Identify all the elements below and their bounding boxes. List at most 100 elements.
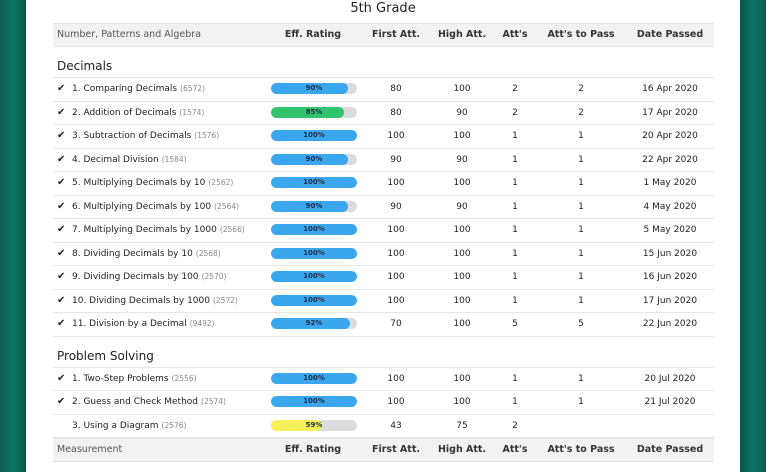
rating-bar: 90% [271, 83, 357, 94]
attempts: 2 [512, 107, 518, 118]
skill-name[interactable]: 3. Subtraction of Decimals [72, 131, 192, 141]
rating-bar: 100% [271, 294, 357, 306]
rating-bar-fill [271, 224, 357, 235]
skill-code: (2562) [208, 178, 234, 187]
rating-bar: 90% [271, 200, 357, 212]
check-icon: ✔ [57, 177, 66, 188]
skill-name[interactable]: 11. Division by a Decimal [72, 319, 187, 329]
rating-label: 100% [303, 131, 325, 139]
column-header-date: Date Passed [636, 444, 704, 455]
attempts-to-pass: 5 [578, 319, 584, 329]
check-icon: ✔ [57, 372, 66, 384]
column-header-pass: Att's to Pass [547, 29, 615, 40]
high-attempt: 100 [453, 295, 471, 306]
skill-name[interactable]: 1. Comparing Decimals [72, 84, 178, 94]
table-row[interactable]: ✔ 11. Division by a Decimal (9492) 92% 70 100… [53, 313, 714, 337]
first-attempt: 70 [390, 319, 402, 329]
skill-link[interactable]: 5. Multiplying Decimals by 10 (2562) [72, 172, 233, 195]
table-row[interactable]: ✔ 3. Subtraction of Decimals (1576) 100% 100… [53, 125, 714, 149]
skill-name[interactable]: 8. Dividing Decimals by 10 [72, 248, 193, 259]
skill-name[interactable]: 1. Two-Step Problems [72, 373, 169, 384]
date-passed: 22 Jun 2020 [642, 319, 698, 329]
attempts: 1 [512, 178, 518, 188]
skill-link[interactable]: 11. Division by a Decimal (9492) [72, 313, 215, 336]
skill-link[interactable]: 1. Two-Step Problems (2556) [72, 368, 197, 391]
attempts: 1 [512, 154, 518, 165]
table-row[interactable]: ✔ 4. Decimal Division (1584) 90% 90 90 1 1 22 Ap… [53, 149, 714, 172]
skill-name[interactable]: 9. Dividing Decimals by 100 [72, 272, 199, 282]
table-row[interactable]: ✔ 6. Multiplying Decimals by 100 (2564) 90%… [53, 196, 714, 219]
rating-label: 100% [303, 272, 325, 280]
rating-bar: 100% [271, 372, 357, 384]
skill-link[interactable]: 6. Multiplying Decimals by 100 (2564) [72, 196, 239, 219]
check-icon: ✔ [57, 271, 66, 282]
check-icon: ✔ [57, 153, 66, 165]
date-passed: 5 May 2020 [643, 225, 697, 235]
category-name: Measurement [57, 444, 123, 455]
skill-link[interactable]: 2. Guess and Check Method (2574) [72, 391, 226, 414]
rating-label: 100% [303, 397, 325, 405]
skill-name[interactable]: 7. Multiplying Decimals by 1000 [72, 225, 217, 235]
rating-bar: 100% [271, 130, 357, 141]
skill-name[interactable]: 6. Multiplying Decimals by 100 [72, 201, 212, 212]
high-attempt: 90 [456, 107, 468, 118]
rating-label: 59% [305, 420, 323, 429]
skill-name[interactable]: 2. Guess and Check Method [72, 397, 198, 407]
skill-link[interactable]: 4. Decimal Division (1584) [72, 149, 187, 172]
skill-link[interactable]: 2. Addition of Decimals (1574) [72, 102, 204, 125]
rating-label: 100% [303, 295, 325, 304]
skill-link[interactable]: 7. Multiplying Decimals by 1000 (2566) [72, 219, 245, 242]
attempts-to-pass: 1 [578, 373, 584, 384]
table-row[interactable]: ✔ 9. Dividing Decimals by 100 (2570) 100% 10… [53, 266, 714, 290]
skill-name[interactable]: 3. Using a Diagram [72, 420, 159, 431]
skill-link[interactable]: 3. Subtraction of Decimals (1576) [72, 125, 219, 148]
attempts: 1 [512, 248, 518, 259]
rating-bar-fill [271, 153, 349, 165]
table-row[interactable]: ✔ 8. Dividing Decimals by 10 (2568) 100% 100… [53, 243, 714, 266]
first-attempt: 100 [387, 397, 405, 407]
date-passed: 16 Apr 2020 [642, 84, 698, 94]
skill-name[interactable]: 4. Decimal Division [72, 154, 159, 165]
date-passed: 20 Jul 2020 [644, 373, 696, 384]
high-attempt: 100 [453, 178, 471, 188]
table-row[interactable]: 3. Using a Diagram (2576) 59% 43 75 2 [53, 415, 714, 438]
table-row[interactable]: ✔ 5. Multiplying Decimals by 10 (2562) 100%… [53, 172, 714, 196]
rating-label: 100% [303, 248, 325, 257]
skill-link[interactable]: 9. Dividing Decimals by 100 (2570) [72, 266, 226, 289]
table-row[interactable]: ✔ 2. Addition of Decimals (1574) 85% 80 90 2 2 1… [53, 102, 714, 125]
column-header-high: High Att. [437, 444, 487, 455]
check-icon: ✔ [57, 106, 66, 118]
attempts: 1 [512, 131, 518, 141]
date-passed: 21 Jul 2020 [644, 397, 696, 407]
date-passed: 17 Apr 2020 [642, 107, 698, 118]
high-attempt: 90 [456, 154, 468, 165]
table-row[interactable]: ✔ 1. Comparing Decimals (6572) 90% 80 100 2 2 16… [53, 77, 714, 102]
skill-name[interactable]: 2. Addition of Decimals [72, 107, 177, 118]
high-attempt: 90 [456, 201, 468, 212]
attempts: 1 [512, 295, 518, 306]
skill-link[interactable]: 10. Dividing Decimals by 1000 (2572) [72, 290, 238, 313]
check-icon: ✔ [57, 224, 66, 235]
column-header-att: Att's [502, 29, 528, 40]
rating-label: 100% [303, 373, 325, 382]
skill-name[interactable]: 10. Dividing Decimals by 1000 [72, 295, 210, 306]
attempts: 1 [512, 272, 518, 282]
rating-label: 90% [305, 154, 323, 163]
date-passed: 4 May 2020 [643, 201, 697, 212]
table-row[interactable]: ✔ 2. Guess and Check Method (2574) 100% 100 1… [53, 391, 714, 415]
skill-link[interactable]: 1. Comparing Decimals (6572) [72, 78, 205, 101]
section-heading: Problem Solving [53, 337, 714, 367]
table-row[interactable]: ✔ 1. Two-Step Problems (2556) 100% 100 100 1 1 2… [53, 366, 714, 391]
first-attempt: 100 [387, 295, 405, 306]
table-row[interactable]: ✔ 7. Multiplying Decimals by 1000 (2566) 10… [53, 219, 714, 243]
skill-code: (1584) [161, 154, 187, 164]
skill-link[interactable]: 8. Dividing Decimals by 10 (2568) [72, 243, 221, 266]
date-passed: 17 Jun 2020 [642, 295, 698, 306]
check-icon: ✔ [57, 130, 66, 141]
skill-name[interactable]: 5. Multiplying Decimals by 10 [72, 178, 206, 188]
high-attempt: 100 [453, 131, 471, 141]
rating-bar-fill [271, 396, 357, 407]
table-row[interactable]: ✔ 10. Dividing Decimals by 1000 (2572) 100%… [53, 290, 714, 313]
skill-link[interactable]: 3. Using a Diagram (2576) [72, 415, 186, 438]
high-attempt: 100 [453, 84, 471, 94]
